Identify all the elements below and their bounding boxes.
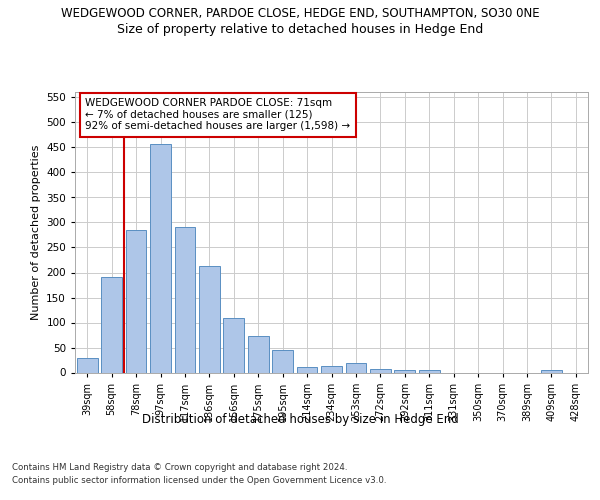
Bar (419, 370, 440, 372)
Bar (175, 227, 196, 372)
Bar (346, 362, 367, 372)
Y-axis label: Number of detached properties: Number of detached properties (31, 145, 41, 320)
Bar (223, 318, 244, 372)
Text: Size of property relative to detached houses in Hedge End: Size of property relative to detached ho… (117, 22, 483, 36)
Bar (125, 230, 146, 372)
Bar (101, 276, 122, 372)
Bar (394, 370, 415, 372)
Text: Distribution of detached houses by size in Hedge End: Distribution of detached houses by size … (142, 412, 458, 426)
Bar (199, 266, 220, 372)
Bar (370, 368, 391, 372)
Text: WEDGEWOOD CORNER, PARDOE CLOSE, HEDGE END, SOUTHAMPTON, SO30 0NE: WEDGEWOOD CORNER, PARDOE CLOSE, HEDGE EN… (61, 8, 539, 20)
Text: WEDGEWOOD CORNER PARDOE CLOSE: 71sqm
← 7% of detached houses are smaller (125)
9: WEDGEWOOD CORNER PARDOE CLOSE: 71sqm ← 7… (85, 98, 350, 132)
Text: Contains HM Land Registry data © Crown copyright and database right 2024.: Contains HM Land Registry data © Crown c… (12, 462, 347, 471)
Bar (150, 144, 171, 372)
Bar (248, 336, 269, 372)
Bar (321, 366, 342, 372)
Text: Contains public sector information licensed under the Open Government Licence v3: Contains public sector information licen… (12, 476, 386, 485)
Bar (296, 366, 317, 372)
Bar (77, 358, 98, 372)
Bar (272, 350, 293, 372)
Bar (541, 370, 562, 372)
